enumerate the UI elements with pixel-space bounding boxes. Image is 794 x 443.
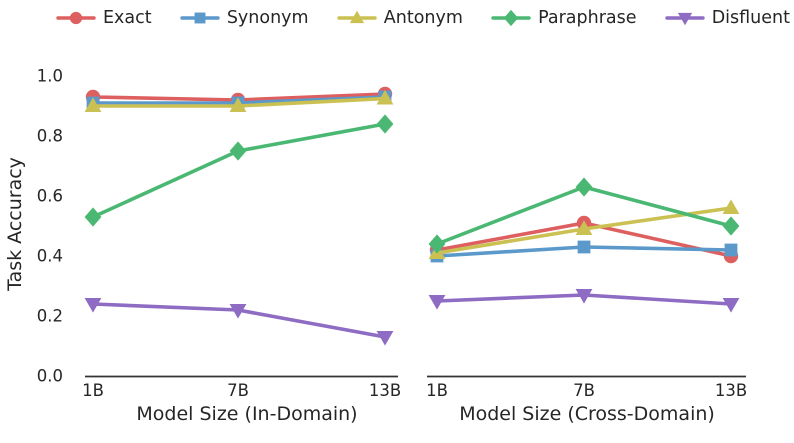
legend-swatch-svg bbox=[665, 12, 705, 26]
x-tick-label: 7B bbox=[227, 381, 249, 400]
x-axis-label: Model Size (Cross-Domain) bbox=[459, 403, 715, 425]
series-marker bbox=[575, 220, 593, 235]
x-tick-label: 1B bbox=[426, 381, 448, 400]
series-marker bbox=[349, 10, 364, 24]
series-marker bbox=[376, 114, 394, 134]
series-marker bbox=[229, 97, 247, 112]
paraphrase-marker-icon bbox=[491, 9, 531, 27]
series-marker bbox=[229, 141, 247, 161]
series-marker bbox=[722, 216, 740, 236]
disfluent-marker-icon bbox=[665, 9, 705, 27]
y-axis-label: Task Accuracy bbox=[4, 157, 26, 292]
series-marker bbox=[577, 240, 591, 254]
y-tick-label: 0.8 bbox=[37, 127, 63, 146]
series-marker bbox=[722, 298, 740, 313]
y-tick-label: 0.2 bbox=[37, 307, 63, 326]
exact-marker-icon bbox=[56, 9, 96, 27]
y-tick-label: 0.0 bbox=[37, 367, 63, 386]
series-marker bbox=[84, 298, 102, 313]
series-marker bbox=[84, 207, 102, 227]
legend-swatch-svg bbox=[491, 9, 531, 27]
series-marker bbox=[503, 9, 519, 27]
legend-item-paraphrase[interactable]: Paraphrase bbox=[491, 8, 637, 28]
legend-label: Antonym bbox=[383, 8, 463, 28]
x-tick-label: 1B bbox=[82, 381, 104, 400]
series-marker bbox=[229, 304, 247, 319]
y-tick-label: 0.6 bbox=[37, 187, 63, 206]
legend-item-exact[interactable]: Exact bbox=[56, 8, 152, 28]
series-line-paraphrase bbox=[91, 122, 387, 219]
legend-label: Disfluent bbox=[711, 8, 790, 28]
series-marker bbox=[69, 11, 83, 25]
legend-label: Paraphrase bbox=[538, 8, 637, 28]
legend-swatch-svg bbox=[337, 10, 377, 24]
series-marker bbox=[84, 97, 102, 112]
legend-label: Synonym bbox=[226, 8, 309, 28]
series-marker bbox=[722, 199, 740, 214]
series-marker bbox=[194, 12, 206, 24]
series-marker bbox=[376, 331, 394, 346]
y-tick-label: 1.0 bbox=[37, 67, 63, 86]
legend-item-disfluent[interactable]: Disfluent bbox=[665, 8, 790, 28]
series-marker bbox=[677, 12, 692, 26]
x-axis-label: Model Size (In-Domain) bbox=[136, 403, 357, 425]
x-tick-label: 13B bbox=[369, 381, 401, 400]
x-tick-label: 7B bbox=[573, 381, 595, 400]
legend-item-synonym[interactable]: Synonym bbox=[180, 8, 309, 28]
antonym-marker-icon bbox=[337, 9, 377, 27]
series-marker bbox=[376, 89, 394, 105]
series-marker bbox=[724, 243, 738, 257]
series-marker bbox=[575, 177, 593, 197]
legend-item-antonym[interactable]: Antonym bbox=[337, 8, 463, 28]
y-tick-label: 0.4 bbox=[37, 247, 63, 266]
legend-swatch-svg bbox=[180, 12, 220, 24]
series-marker bbox=[428, 295, 446, 310]
legend-label: Exact bbox=[103, 8, 152, 28]
series-marker bbox=[575, 289, 593, 304]
synonym-marker-icon bbox=[180, 9, 220, 27]
x-tick-label: 13B bbox=[715, 381, 747, 400]
legend-swatch-svg bbox=[56, 11, 96, 25]
legend: Exact Synonym Antonym Paraphrase Disflue… bbox=[56, 8, 790, 28]
series-marker bbox=[428, 234, 446, 254]
